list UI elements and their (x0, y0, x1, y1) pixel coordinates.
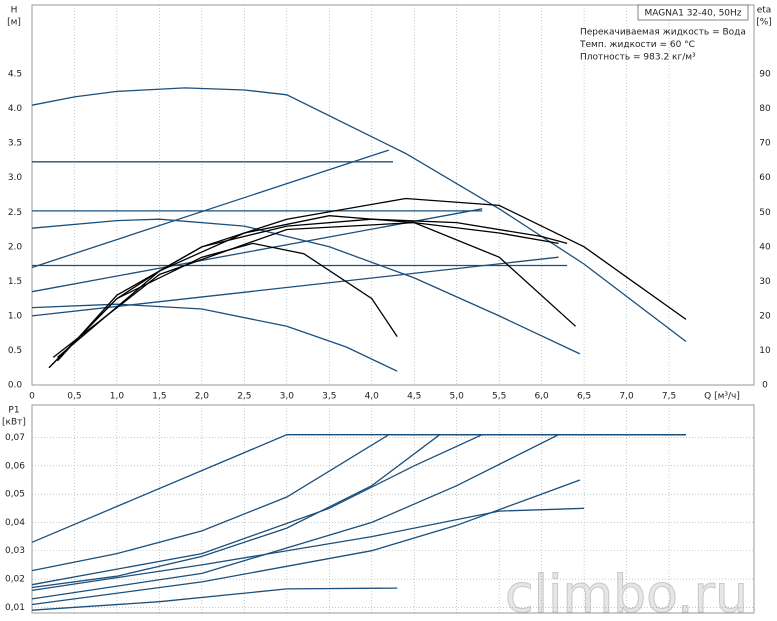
curve (31, 434, 686, 572)
x-tick-label: 7,0 (619, 392, 634, 402)
annotation: Темп. жидкости = 60 °C (579, 40, 695, 50)
y2-tick-label: 30 (759, 277, 771, 287)
y-tick-label: 1.0 (8, 311, 23, 321)
y-tick-label: 0,05 (5, 490, 25, 500)
y2-tick-label: 70 (759, 139, 771, 149)
x-tick-label: 6,5 (577, 392, 591, 402)
y-tick-label: 3.0 (8, 173, 23, 183)
efficiency-curve (57, 218, 568, 362)
y-tick-label: 0,07 (5, 433, 25, 443)
chart-title: MAGNA1 32-40, 50Hz (644, 9, 741, 19)
y2-tick-label: 90 (759, 70, 771, 80)
y2-tick-label: 10 (759, 346, 771, 356)
y-axis-label: H (11, 6, 18, 16)
title-box (637, 4, 749, 21)
efficiency-curve (57, 215, 577, 358)
y2-tick-label: 20 (759, 311, 771, 321)
y-axis-unit: [м] (7, 18, 21, 28)
curve (31, 479, 581, 606)
y2-axis-label: eta (757, 6, 772, 16)
x-tick-label: 5,0 (450, 392, 465, 402)
x-tick-label: 3,5 (322, 392, 336, 402)
x-tick-label: 6,0 (534, 392, 549, 402)
y-tick-label: 0,04 (5, 518, 25, 528)
y-tick-label: 1.5 (8, 277, 22, 287)
y-axis-unit: [кВт] (2, 418, 26, 428)
efficiency-curve (48, 242, 398, 369)
y2-tick-label: 60 (759, 173, 771, 183)
x-axis-label: Q [м³/ч] (704, 392, 740, 402)
curve (31, 149, 390, 269)
y2-tick-label: 40 (759, 242, 771, 252)
y2-tick-label: 50 (759, 208, 771, 218)
curve (31, 218, 581, 355)
plot-frame (31, 404, 755, 614)
y-tick-label: 2.0 (8, 242, 23, 252)
y-tick-label: 0.5 (8, 346, 22, 356)
x-tick-label: 0 (29, 392, 35, 402)
x-tick-label: 1,5 (152, 392, 166, 402)
y-tick-label: 2.5 (8, 208, 22, 218)
y2-tick-label: 0 (762, 381, 768, 391)
curve (31, 434, 686, 600)
curve (31, 303, 398, 372)
x-tick-label: 7,5 (662, 392, 676, 402)
x-tick-label: 1,0 (110, 392, 125, 402)
y-tick-label: 0,03 (5, 546, 25, 556)
x-tick-label: 5,5 (492, 392, 506, 402)
y-axis-label: P1 (8, 406, 19, 416)
y-tick-label: 4.0 (8, 104, 23, 114)
curve (31, 434, 686, 586)
x-tick-label: 2,5 (237, 392, 251, 402)
x-tick-label: 3,0 (280, 392, 295, 402)
x-tick-label: 0,5 (67, 392, 81, 402)
y2-tick-label: 80 (759, 104, 771, 114)
y-tick-label: 3.5 (8, 139, 22, 149)
annotation: Перекачиваемая жидкость = Вода (580, 28, 746, 38)
y-tick-label: 0.0 (8, 381, 23, 391)
curve (31, 434, 686, 589)
x-tick-label: 4,0 (365, 392, 380, 402)
efficiency-curve (52, 221, 559, 358)
curve (31, 587, 398, 611)
y2-axis-unit: [%] (756, 18, 772, 28)
curve (31, 507, 585, 592)
x-tick-label: 2,0 (195, 392, 210, 402)
y-tick-label: 4.5 (8, 70, 22, 80)
x-tick-label: 4,5 (407, 392, 421, 402)
annotation: Плотность = 983.2 кг/м³ (580, 53, 696, 63)
y-tick-label: 0,01 (5, 603, 25, 613)
y-tick-label: 0,06 (5, 461, 25, 471)
y-tick-label: 0,02 (5, 575, 25, 585)
plot-frame (31, 4, 755, 386)
curve (31, 87, 687, 343)
